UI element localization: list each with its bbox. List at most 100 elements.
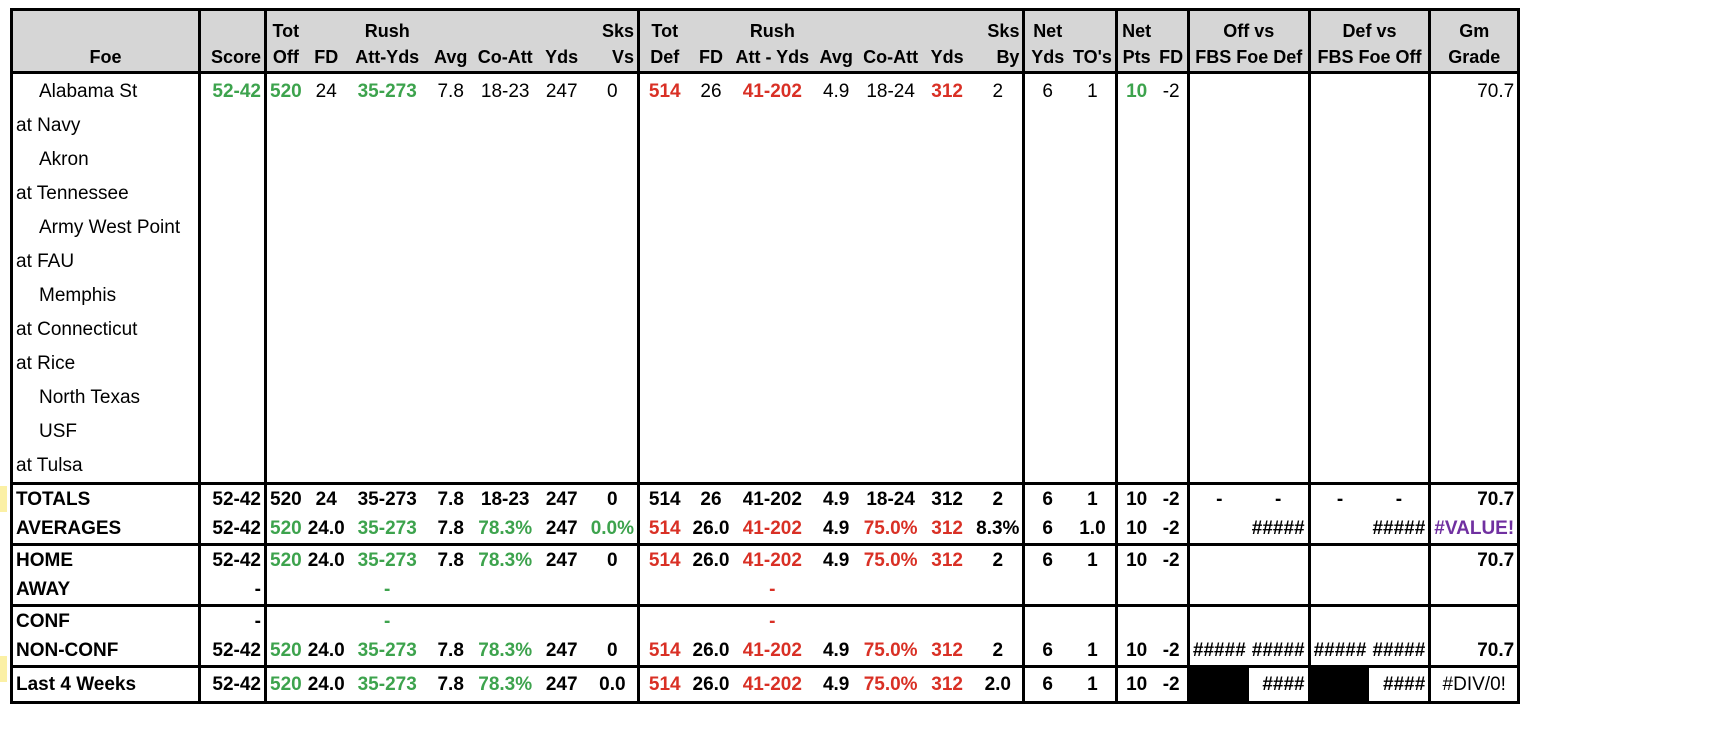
cell-def-rush-avg: 4.9 bbox=[822, 640, 850, 661]
summary-row-totals: TOTALS 52-42 520 24 35-273 7.8 18-23 247 0 514 26 4… bbox=[12, 483, 1519, 514]
cell-score bbox=[198, 210, 266, 244]
cell-off-fbs-1 bbox=[1186, 210, 1249, 244]
cell-net-pts bbox=[1114, 414, 1156, 448]
cell-pass-yds: 247 bbox=[535, 543, 588, 575]
cell-def-fd: 26.0 bbox=[692, 640, 730, 661]
cell-score bbox=[198, 278, 266, 312]
cell-sks-by bbox=[973, 604, 1024, 636]
cell-def-pass-yds bbox=[921, 278, 973, 312]
cell-net-fd bbox=[1155, 142, 1188, 176]
header-net-tos: TO's bbox=[1069, 42, 1117, 74]
cell-def-fd bbox=[689, 448, 733, 485]
cell-def-fbs-1 bbox=[1307, 543, 1370, 575]
cell-rush-avg: 7.8 bbox=[426, 665, 475, 703]
cell-tot-def: 514 bbox=[637, 543, 690, 575]
cell-sks-vs bbox=[587, 448, 639, 485]
header-sks-vs: Sks bbox=[587, 9, 639, 42]
cell-co-att: 78.3% bbox=[474, 543, 536, 575]
cell-score bbox=[198, 312, 266, 346]
cell-gm-grade bbox=[1428, 312, 1519, 346]
header-rush-att-yds: Rush bbox=[347, 9, 427, 42]
cell-def-rush-att-yds bbox=[732, 210, 812, 244]
cell-tot-def bbox=[637, 108, 690, 142]
cell-co-att bbox=[475, 346, 536, 380]
cell-tot-def bbox=[637, 575, 690, 606]
cell-co-att bbox=[475, 575, 536, 606]
table-row: Akron bbox=[12, 142, 1519, 176]
summary-row-averages: AVERAGES 52-42 520 24.0 35-273 7.8 78.3% 247 0.0… bbox=[12, 514, 1519, 545]
cell-co-att bbox=[475, 176, 536, 210]
cell-sks-by bbox=[973, 278, 1024, 312]
cell-sks-vs bbox=[588, 575, 639, 606]
cell-off-fbs-2 bbox=[1249, 108, 1309, 142]
cell-tot-off bbox=[263, 210, 305, 244]
cell-tot-def bbox=[637, 448, 690, 485]
cell-def-fbs-2 bbox=[1369, 108, 1429, 142]
cell-net-fd bbox=[1155, 108, 1188, 142]
cell-pass-yds: 247 bbox=[545, 640, 578, 661]
cell-sks-vs bbox=[588, 176, 639, 210]
cell-def-rush-att-yds: 41-202 bbox=[742, 80, 802, 102]
cell-def-pass-yds bbox=[921, 312, 973, 346]
cell-net-fd: -2 bbox=[1155, 543, 1189, 575]
cell-def-co-att bbox=[860, 210, 921, 244]
cell-net-pts bbox=[1114, 346, 1156, 380]
cell-tot-def: 514 bbox=[637, 483, 690, 514]
cell-rush-avg bbox=[427, 346, 475, 380]
summary-label: CONF bbox=[11, 604, 200, 636]
cell-rush-avg bbox=[426, 448, 475, 485]
cell-net-yds bbox=[1022, 142, 1070, 176]
header-tot-off: Off bbox=[263, 42, 305, 74]
cell-tot-off bbox=[263, 414, 305, 448]
cell-gm-grade: 70.7 bbox=[1428, 636, 1519, 667]
cell-net-pts bbox=[1114, 380, 1156, 414]
cell-net-yds bbox=[1022, 414, 1070, 448]
cell-net-yds bbox=[1022, 346, 1070, 380]
cell-tot-off bbox=[263, 142, 305, 176]
cell-def-co-att bbox=[860, 108, 921, 142]
cell-rush-avg bbox=[427, 380, 475, 414]
cell-def-rush-avg bbox=[812, 346, 860, 380]
cell-tot-off bbox=[263, 312, 305, 346]
cell-def-co-att: 75.0% bbox=[863, 640, 918, 661]
cell-net-fd: -2 bbox=[1162, 80, 1180, 102]
cell-rush-att-yds: 35-273 bbox=[347, 543, 427, 575]
cell-def-pass-yds bbox=[921, 142, 973, 176]
cell-tot-off bbox=[263, 604, 305, 636]
cell-off-fd: 24.0 bbox=[304, 543, 348, 575]
cell-def-pass-yds bbox=[921, 448, 974, 485]
cell-sks-vs bbox=[588, 142, 639, 176]
header-def-pass-yds bbox=[921, 9, 974, 42]
cell-net-tos bbox=[1070, 380, 1116, 414]
cell-tot-def bbox=[637, 312, 690, 346]
cell-off-fbs-2 bbox=[1249, 575, 1309, 606]
header-gm-grade: Grade bbox=[1428, 42, 1519, 74]
cell-off-fd bbox=[305, 176, 348, 210]
cell-def-rush-att-yds bbox=[732, 414, 812, 448]
cell-off-fbs-2 bbox=[1249, 210, 1309, 244]
cell-sks-vs bbox=[588, 210, 639, 244]
header-def-fd: FD bbox=[689, 42, 733, 74]
cell-net-fd: -2 bbox=[1162, 489, 1180, 510]
cell-def-fbs-2 bbox=[1369, 176, 1429, 210]
cell-def-co-att bbox=[860, 142, 921, 176]
cell-sks-by: 2 bbox=[992, 640, 1004, 661]
cell-def-rush-avg: 4.9 bbox=[812, 543, 861, 575]
cell-def-rush-att-yds bbox=[732, 312, 812, 346]
cell-rush-avg bbox=[427, 108, 475, 142]
header-def-rush-avg: Avg bbox=[812, 42, 861, 74]
cell-net-tos: 1 bbox=[1087, 640, 1098, 661]
cell-off-fd bbox=[305, 278, 348, 312]
cell-pass-yds: 247 bbox=[535, 665, 588, 703]
header-rush-avg bbox=[426, 9, 475, 42]
cell-co-att bbox=[475, 414, 536, 448]
cell-def-rush-avg bbox=[812, 244, 860, 278]
cell-off-fbs-2 bbox=[1248, 448, 1310, 485]
cell-sks-vs bbox=[588, 380, 639, 414]
cell-def-pass-yds bbox=[921, 380, 973, 414]
cell-score: 52-42 bbox=[198, 72, 266, 108]
cell-tot-def bbox=[637, 142, 690, 176]
foe-name: Army West Point bbox=[39, 216, 181, 238]
cell-sks-vs: 0 bbox=[587, 543, 639, 575]
cell-rush-att-yds: - bbox=[347, 604, 427, 636]
